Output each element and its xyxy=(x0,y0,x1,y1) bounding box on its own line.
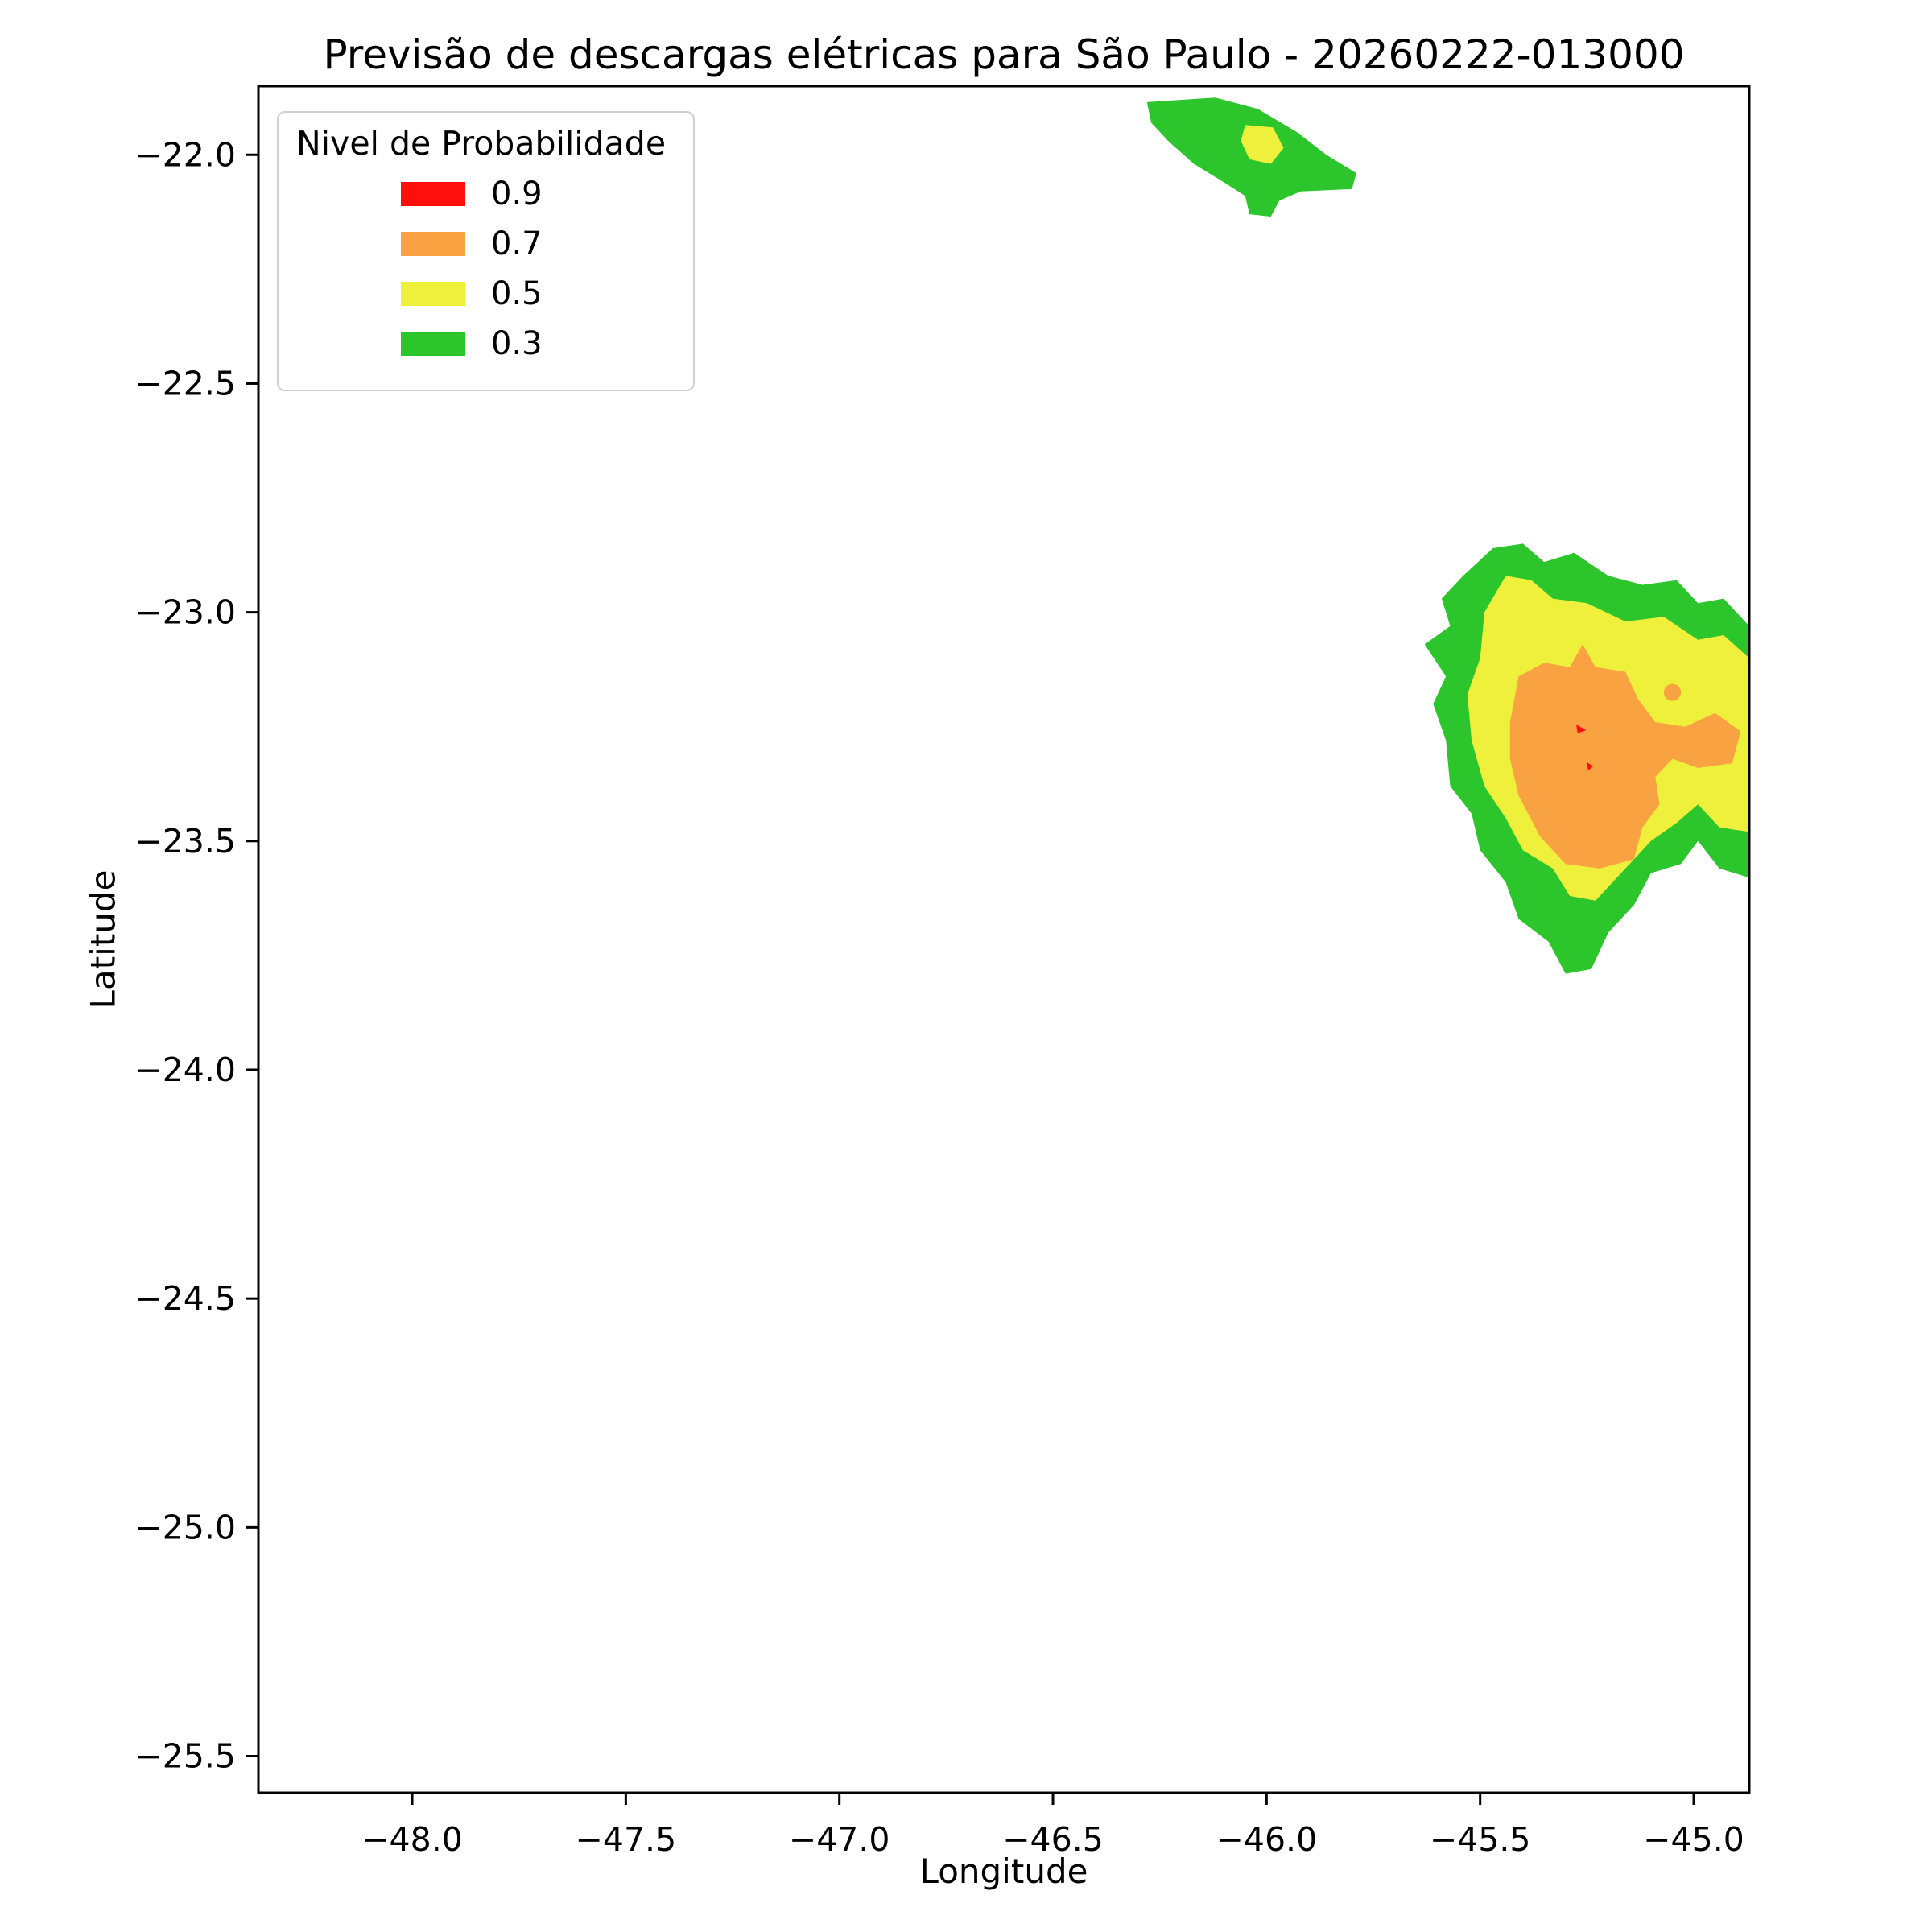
y-tick-label: −25.0 xyxy=(134,1508,236,1546)
legend-swatch-0.5 xyxy=(401,282,465,306)
x-tick-label: −46.0 xyxy=(1216,1820,1318,1859)
x-tick-label: −45.0 xyxy=(1643,1820,1744,1859)
x-tick-label: −46.5 xyxy=(1002,1820,1104,1859)
y-tick-label: −25.5 xyxy=(134,1737,236,1776)
legend-label: 0.5 xyxy=(491,275,543,312)
y-tick-label: −22.0 xyxy=(134,135,236,174)
y-tick-label: −22.5 xyxy=(134,364,236,402)
legend-entry: 0.5 xyxy=(401,275,666,312)
y-tick-label: −24.0 xyxy=(134,1051,236,1089)
contour-region-north-cell-p05 xyxy=(1241,125,1284,164)
y-tick-label: −23.5 xyxy=(134,822,236,861)
legend-entry: 0.3 xyxy=(401,325,666,362)
legend: Nivel de Probabilidade 0.9 0.7 0.5 0.3 xyxy=(277,111,696,391)
legend-label: 0.9 xyxy=(491,175,543,213)
contour-region-east-cell-p09-a xyxy=(1576,724,1587,733)
contour-layer xyxy=(1146,97,1749,974)
x-tick-label: −47.5 xyxy=(576,1820,677,1859)
y-tick-label: −23.0 xyxy=(134,593,236,632)
legend-entry: 0.7 xyxy=(401,225,666,262)
x-axis-label: Longitude xyxy=(919,1852,1088,1891)
legend-entry: 0.9 xyxy=(401,175,666,213)
legend-label: 0.7 xyxy=(491,225,543,262)
legend-entries: 0.9 0.7 0.5 0.3 xyxy=(296,175,666,362)
y-tick-label: −24.5 xyxy=(134,1279,236,1318)
axes-frame xyxy=(257,85,1751,1794)
x-tick-label: −47.0 xyxy=(789,1820,890,1859)
legend-swatch-0.9 xyxy=(401,182,465,206)
legend-title: Nivel de Probabilidade xyxy=(296,124,667,163)
y-axis-label: Latitude xyxy=(83,869,123,1009)
contour-region-east-cell-p07-dot xyxy=(1663,683,1682,701)
contour-region-east-cell-p09-b xyxy=(1587,762,1594,771)
x-tick-label: −48.0 xyxy=(361,1820,463,1859)
legend-swatch-0.7 xyxy=(401,232,465,256)
legend-label: 0.3 xyxy=(491,325,543,362)
chart-title: Previsão de descargas elétricas para São… xyxy=(323,31,1685,78)
legend-swatch-0.3 xyxy=(401,332,465,356)
contour-region-east-cell-p07 xyxy=(1509,644,1741,869)
x-tick-label: −45.5 xyxy=(1430,1820,1531,1859)
